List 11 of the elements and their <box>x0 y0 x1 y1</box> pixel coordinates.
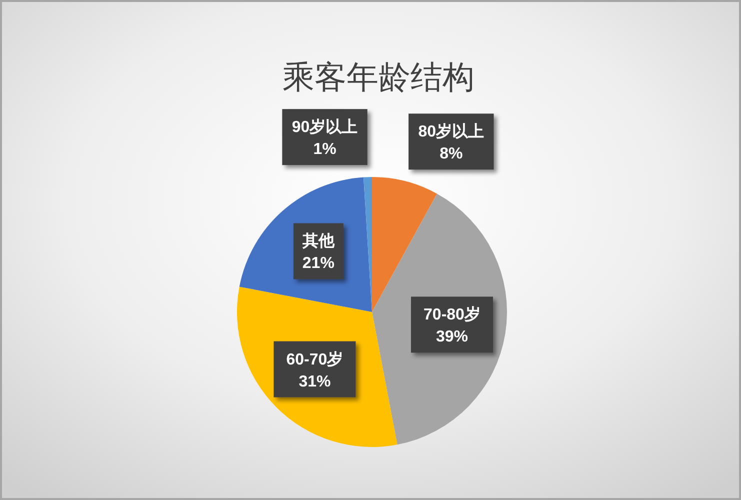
chart-title: 乘客年龄结构 <box>282 59 474 95</box>
slice-label: 60-70岁 <box>286 350 344 368</box>
slice-label: 其他 <box>301 232 336 250</box>
data-label: 21% <box>302 255 334 272</box>
slice-label: 70-80岁 <box>424 306 480 324</box>
slice-label: 90岁以上 <box>292 118 358 136</box>
slice-label: 80岁以上 <box>418 122 484 141</box>
data-label: 8% <box>440 146 463 163</box>
data-label: 31% <box>298 373 331 390</box>
data-label: 1% <box>313 141 336 158</box>
data-label: 39% <box>436 328 468 346</box>
